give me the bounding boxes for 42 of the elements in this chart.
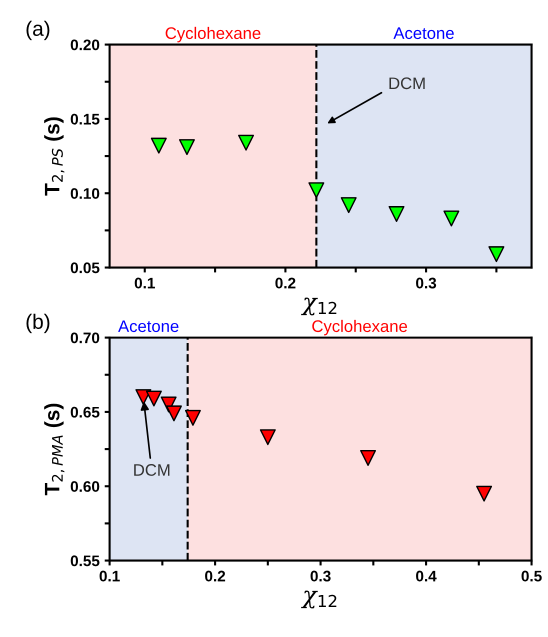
text: 0.70 bbox=[70, 332, 100, 344]
annotation: DCM bbox=[134, 464, 170, 476]
text: (b) bbox=[26, 314, 50, 334]
point bbox=[166, 405, 182, 422]
point bbox=[184, 410, 201, 426]
text: 0.20 bbox=[70, 39, 100, 50]
x-tick-label: 0.5 bbox=[522, 570, 542, 582]
x-tick-label: 0.2 bbox=[275, 278, 296, 288]
band-label: Acetone bbox=[118, 320, 178, 332]
text: 0.60 bbox=[70, 481, 100, 492]
annotation: DCM bbox=[389, 77, 425, 90]
band-label: Cyclohexane bbox=[166, 26, 260, 42]
x-tick-label: 0.1 bbox=[100, 570, 120, 582]
point bbox=[340, 197, 357, 214]
y-tick-label: 0.05 bbox=[70, 262, 100, 274]
text: (a) bbox=[26, 20, 50, 40]
point bbox=[146, 390, 162, 407]
point bbox=[260, 429, 276, 446]
point bbox=[150, 138, 167, 154]
point bbox=[308, 182, 324, 198]
point bbox=[476, 486, 492, 502]
x-tick-label: 0.3 bbox=[416, 278, 436, 289]
y-axis-title: T$_{2,PS}$ (s) bbox=[44, 117, 64, 196]
point bbox=[238, 134, 254, 151]
text: 0.10 bbox=[70, 188, 100, 199]
point bbox=[360, 450, 376, 466]
band-label: Cyclohexane bbox=[312, 320, 408, 336]
x-axis-title: χ$_{12}$ bbox=[301, 590, 336, 608]
point bbox=[388, 206, 405, 222]
x-axis-title: χ$_{12}$ bbox=[301, 298, 336, 316]
x-tick-label: 0.3 bbox=[310, 570, 331, 582]
point bbox=[488, 246, 504, 262]
point bbox=[178, 139, 195, 156]
band-label: Acetone bbox=[393, 27, 454, 40]
y-tick-label: 0.55 bbox=[70, 555, 100, 566]
x-tick-label: 0.2 bbox=[205, 570, 226, 582]
y-tick-label: 0.65 bbox=[70, 406, 100, 418]
point bbox=[443, 210, 460, 226]
x-tick-label: 0.1 bbox=[134, 278, 155, 288]
x-tick-label: 0.4 bbox=[416, 570, 437, 582]
y-tick-label: 0.15 bbox=[70, 114, 100, 125]
y-axis-title: T$_{2,PMA}$ (s) bbox=[44, 404, 64, 496]
